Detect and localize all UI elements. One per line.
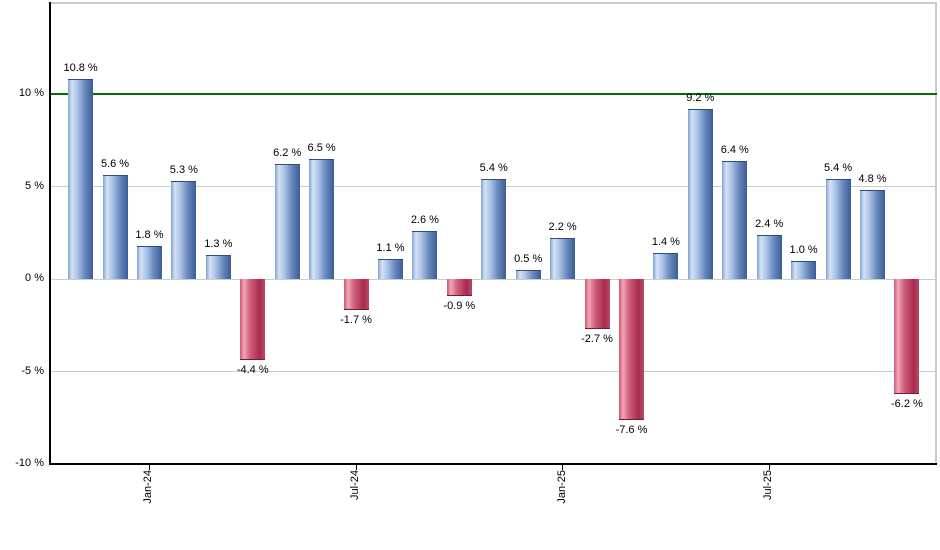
bar-9 xyxy=(377,258,403,279)
bar-0 xyxy=(68,79,94,279)
x-axis-tick-Jul-25 xyxy=(768,465,770,470)
y-axis-label--10pct: -10 % xyxy=(15,457,44,469)
bar-6 xyxy=(274,164,300,279)
bar-17 xyxy=(653,253,679,279)
x-axis-tick-Jul-24 xyxy=(355,465,357,470)
bar-16 xyxy=(618,279,644,420)
bar-2 xyxy=(136,245,162,279)
bar-value-label-10: 2.6 % xyxy=(410,213,439,226)
bar-24 xyxy=(894,279,920,394)
bar-7 xyxy=(309,158,335,279)
bar-21 xyxy=(791,260,817,279)
bar-value-label-0: 10.8 % xyxy=(63,62,98,75)
x-axis-line xyxy=(49,463,937,465)
bar-value-label-6: 6.2 % xyxy=(273,147,302,160)
bar-value-label-24: -6.2 % xyxy=(891,397,923,410)
bar-value-label-2: 1.8 % xyxy=(135,228,164,241)
bar-12 xyxy=(481,179,507,279)
bar-value-label-15: -2.7 % xyxy=(581,332,613,345)
bar-18 xyxy=(687,108,713,279)
bar-value-label-18: 9.2 % xyxy=(686,91,715,104)
bar-3 xyxy=(171,180,197,279)
bar-value-label-4: 1.3 % xyxy=(204,237,233,250)
bar-value-label-11: -0.9 % xyxy=(443,299,476,312)
bar-11 xyxy=(446,279,472,296)
bar-value-label-14: 2.2 % xyxy=(548,221,577,234)
bar-14 xyxy=(550,238,576,279)
bar-value-label-3: 5.3 % xyxy=(169,163,198,176)
bar-value-label-12: 5.4 % xyxy=(479,162,508,175)
bar-value-label-19: 6.4 % xyxy=(720,143,749,156)
bar-value-label-17: 1.4 % xyxy=(651,236,680,249)
x-axis-label-Jul-24: Jul-24 xyxy=(349,470,362,500)
bar-value-label-20: 2.4 % xyxy=(755,217,784,230)
bar-value-label-9: 1.1 % xyxy=(376,241,405,254)
plot-area xyxy=(49,2,937,464)
bar-23 xyxy=(859,190,885,279)
y-axis-line xyxy=(49,2,51,465)
bar-value-label-22: 5.4 % xyxy=(823,162,853,175)
bar-value-label-21: 1.0 % xyxy=(789,243,818,256)
bar-22 xyxy=(825,179,851,279)
gridline-0pct xyxy=(51,278,937,280)
y-axis-label--5pct: -5 % xyxy=(21,364,44,377)
x-axis-tick-Jan-24 xyxy=(148,465,150,470)
bar-10 xyxy=(412,230,438,279)
bar-20 xyxy=(756,234,782,279)
bar-value-label-13: 0.5 % xyxy=(514,252,543,265)
bar-value-label-5: -4.4 % xyxy=(236,364,269,377)
y-axis-label-10pct: 10 % xyxy=(18,87,44,99)
y-axis-label-0pct: 0 % xyxy=(25,272,44,284)
bar-8 xyxy=(343,279,369,311)
reference-line-10pct xyxy=(51,93,937,95)
bar-value-label-1: 5.6 % xyxy=(100,158,130,171)
bar-value-label-16: -7.6 % xyxy=(615,423,648,436)
y-axis-label-5pct: 5 % xyxy=(25,179,44,192)
x-axis-label-Jul-25: Jul-25 xyxy=(762,470,775,500)
bar-19 xyxy=(722,160,748,279)
x-axis-tick-Jan-25 xyxy=(562,465,564,470)
x-axis-label-Jan-24: Jan-24 xyxy=(142,470,155,504)
x-axis-label-Jan-25: Jan-25 xyxy=(555,470,568,504)
bar-value-label-23: 4.8 % xyxy=(858,173,887,186)
bar-5 xyxy=(240,279,266,361)
bar-1 xyxy=(102,175,128,279)
bar-15 xyxy=(584,279,610,329)
bar-13 xyxy=(515,269,541,279)
bar-value-label-8: -1.7 % xyxy=(340,314,372,327)
bar-4 xyxy=(205,254,231,279)
bar-value-label-7: 6.5 % xyxy=(307,141,336,154)
gridline--5pct xyxy=(51,371,937,372)
